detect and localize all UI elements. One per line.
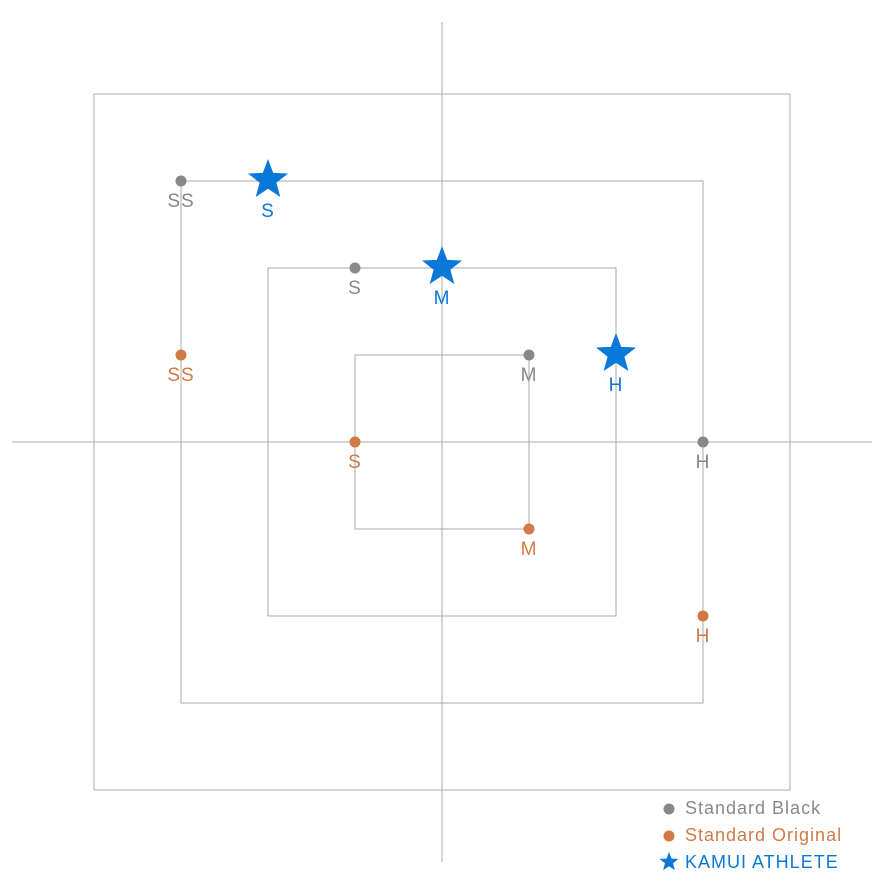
point-marker — [523, 349, 535, 361]
point-label: M — [434, 288, 451, 309]
star-marker — [596, 333, 636, 371]
point-marker — [697, 436, 709, 448]
legend-label: Standard Original — [685, 825, 842, 845]
point-label: H — [609, 375, 624, 396]
point-label: S — [348, 452, 362, 473]
point-marker — [523, 523, 535, 535]
point-label: M — [521, 539, 538, 560]
star-marker — [422, 246, 462, 284]
point-marker — [697, 610, 709, 622]
point-label: H — [696, 626, 711, 647]
legend-marker — [663, 803, 675, 815]
point-marker — [175, 175, 187, 187]
point-marker — [349, 262, 361, 274]
frame — [93, 93, 791, 791]
point-label: S — [348, 278, 362, 299]
point-label: M — [521, 365, 538, 386]
legend-label: Standard Black — [685, 798, 821, 818]
point-label: SS — [167, 191, 194, 212]
point-label: SS — [167, 365, 194, 386]
point-label: S — [261, 201, 275, 222]
legend-marker — [659, 852, 679, 871]
point-marker — [349, 436, 361, 448]
legend-label: KAMUI ATHLETE — [685, 852, 839, 872]
star-marker — [248, 159, 288, 197]
point-label: H — [696, 452, 711, 473]
point-marker — [175, 349, 187, 361]
legend-marker — [663, 830, 675, 842]
